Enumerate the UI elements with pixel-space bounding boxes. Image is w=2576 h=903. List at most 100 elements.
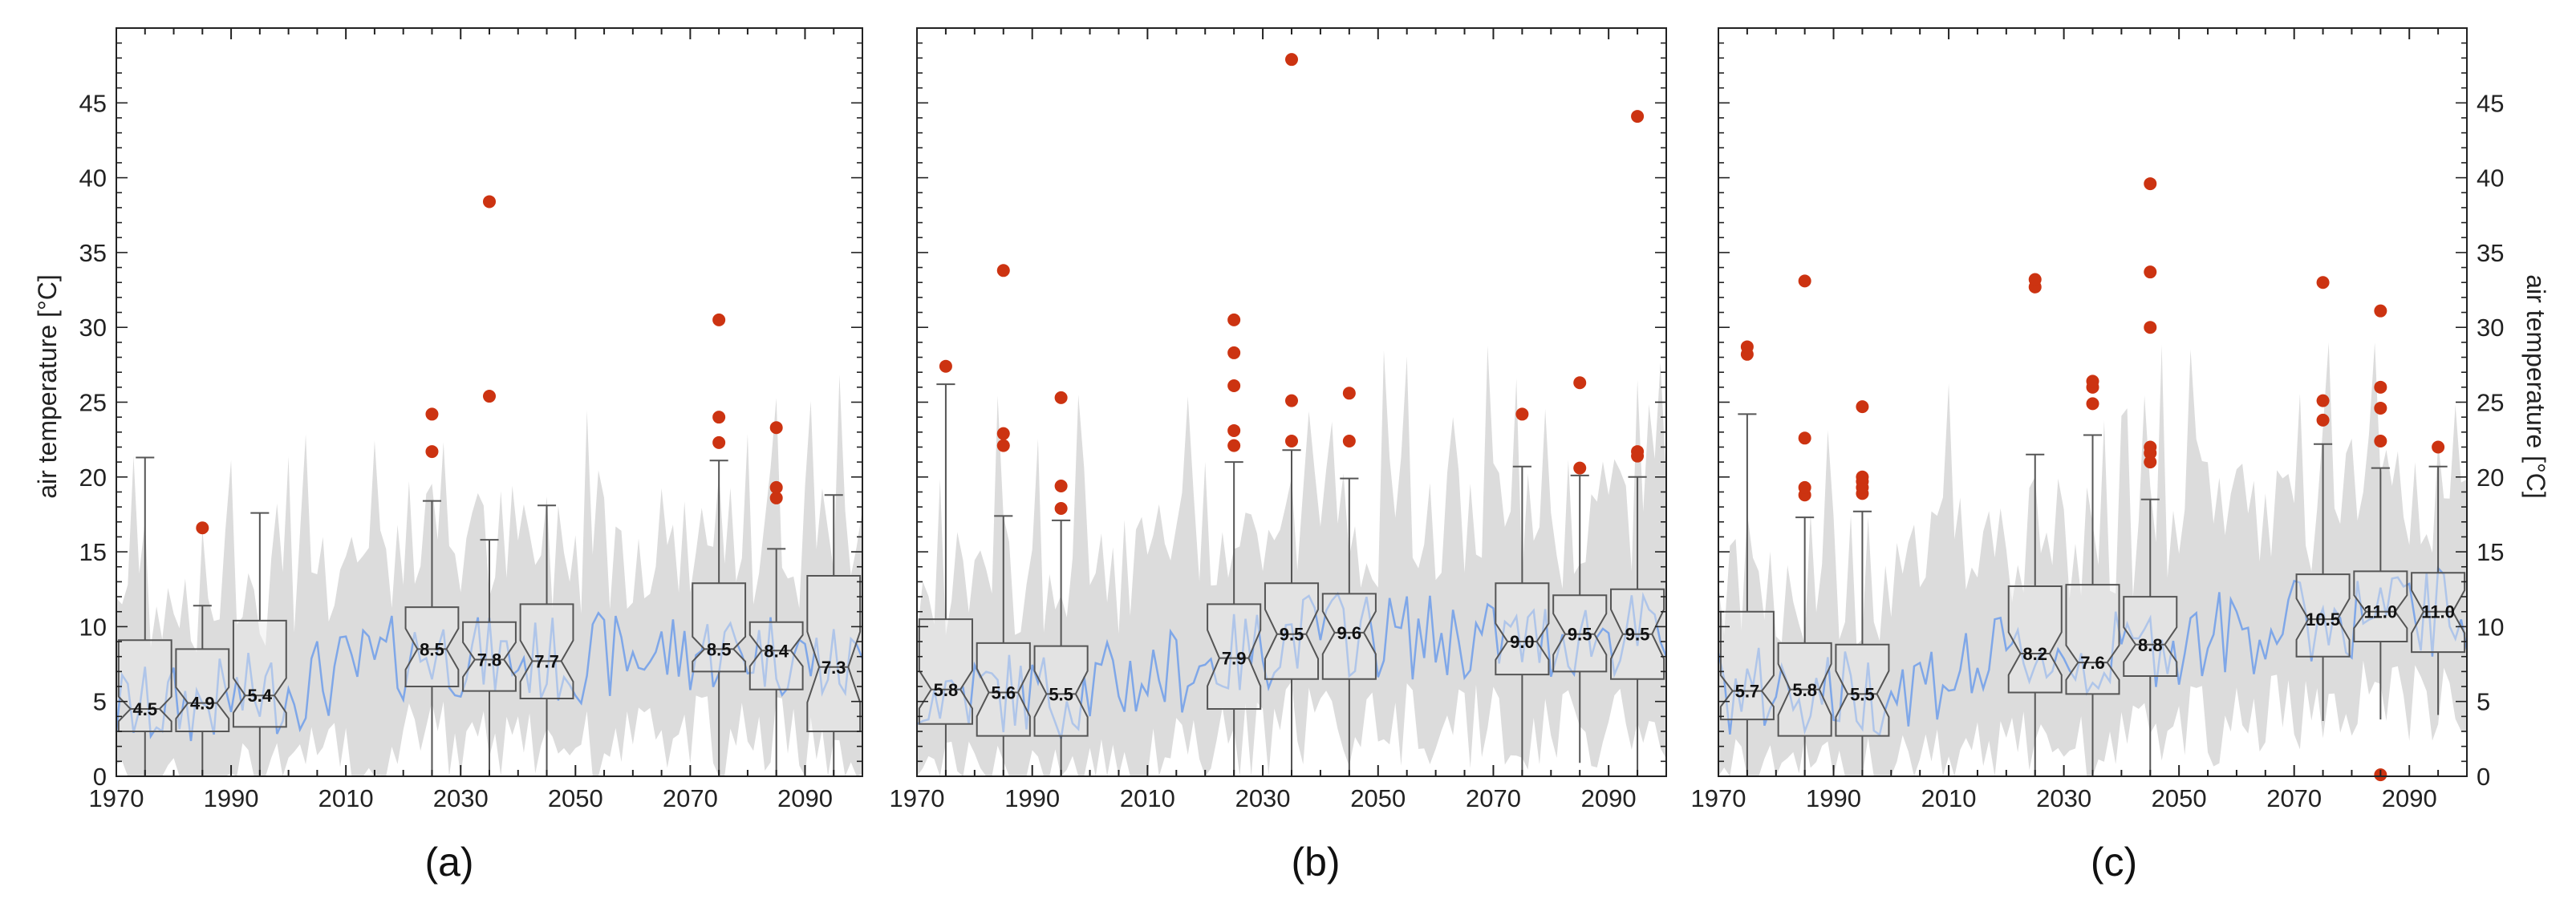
y-tick-label: 40 [2477, 164, 2504, 192]
outlier-point [1798, 480, 1811, 494]
outlier-point [425, 407, 439, 421]
x-tick-label: 1970 [890, 784, 945, 812]
outlier-point [1515, 407, 1529, 421]
y-tick-label: 20 [79, 464, 107, 492]
box-median-label: 8.8 [2138, 635, 2163, 655]
outlier-point [2374, 401, 2387, 415]
outlier-point [196, 521, 209, 535]
outlier-point [2374, 380, 2387, 394]
x-tick-label: 2070 [2266, 784, 2322, 812]
outlier-point [2086, 375, 2099, 388]
x-tick-label: 2070 [663, 784, 718, 812]
box-median-label: 9.5 [1568, 625, 1592, 645]
box-median-label: 4.9 [190, 694, 215, 714]
box-median-label: 8.5 [707, 639, 732, 659]
outlier-point [2144, 265, 2157, 279]
outlier-point [1856, 400, 1869, 414]
box-median-label: 11.0 [2364, 602, 2398, 622]
x-tick-label: 2010 [1120, 784, 1175, 812]
box [2123, 596, 2178, 677]
box [519, 603, 574, 699]
outlier-point [1285, 435, 1298, 448]
y-tick-label: 25 [2477, 389, 2504, 417]
x-tick-label: 2050 [1350, 784, 1406, 812]
outlier-point [2316, 413, 2330, 427]
box-median-label: 11.0 [2421, 602, 2455, 622]
box [1495, 582, 1550, 676]
x-tick-label: 2050 [548, 784, 603, 812]
box [2007, 585, 2063, 694]
x-tick-label: 2010 [1921, 784, 1977, 812]
y-tick-label: 35 [79, 239, 107, 267]
y-axis-label-right: air temperature [°C] [2521, 274, 2550, 499]
outlier-point [1054, 479, 1068, 492]
y-tick-label: 45 [2477, 89, 2504, 117]
outlier-point [1054, 391, 1068, 404]
outlier-point [1227, 379, 1241, 392]
series-line [916, 592, 1668, 739]
x-tick-label: 2010 [318, 784, 374, 812]
outlier-point [1631, 445, 1645, 459]
series-line [1717, 565, 2468, 737]
x-tick-label: 1990 [1004, 784, 1060, 812]
outlier-point [769, 480, 783, 494]
outlier-point [483, 195, 496, 209]
panel-b-label: (b) [1291, 840, 1340, 885]
x-tick-label: 1990 [204, 784, 259, 812]
y-tick-label: 10 [79, 613, 107, 641]
outlier-point [2374, 304, 2387, 318]
y-tick-label: 45 [79, 89, 107, 117]
box-median-label: 5.7 [1735, 682, 1760, 702]
box-median-label: 10.5 [2306, 609, 2340, 630]
box-median-label: 8.2 [2022, 644, 2047, 664]
y-tick-label: 5 [2477, 688, 2490, 716]
outlier-point [2086, 397, 2099, 411]
y-tick-label: 5 [93, 688, 107, 716]
outlier-point [712, 313, 726, 326]
outlier-point [2144, 177, 2157, 191]
box [1321, 593, 1377, 680]
box [1719, 610, 1775, 721]
outlier-point [1342, 435, 1356, 448]
y-axis-label-left: air temperature [°C] [33, 274, 62, 499]
envelope-area [116, 374, 862, 776]
outlier-point [2144, 456, 2157, 469]
box-median-label: 7.6 [2080, 653, 2105, 673]
outlier-point [2144, 440, 2157, 454]
panel-a-label: (a) [424, 840, 473, 885]
y-tick-label: 25 [79, 389, 107, 417]
y-tick-label: 40 [79, 164, 107, 192]
y-tick-label: 15 [79, 538, 107, 566]
outlier-point [1227, 439, 1241, 452]
y-tick-label: 15 [2477, 538, 2504, 566]
outlier-point [1285, 394, 1298, 407]
outlier-point [2432, 440, 2445, 454]
outlier-point [2374, 435, 2387, 448]
panel-c-label: (c) [2091, 840, 2137, 885]
x-tick-label: 2090 [1581, 784, 1637, 812]
box [2295, 573, 2351, 658]
x-tick-label: 2070 [1466, 784, 1521, 812]
outlier-point [1227, 346, 1241, 359]
box-median-label: 7.8 [477, 650, 502, 670]
outlier-point [1631, 110, 1645, 124]
x-tick-label: 2050 [2152, 784, 2207, 812]
x-tick-label: 2030 [1235, 784, 1291, 812]
box [2353, 570, 2408, 643]
outlier-point [1740, 340, 1754, 354]
box [404, 606, 460, 688]
box-median-label: 5.5 [1850, 684, 1875, 704]
box-median-label: 9.5 [1625, 625, 1650, 645]
outlier-point [1573, 461, 1587, 475]
box-median-label: 5.4 [248, 686, 273, 706]
panel-b: 5.8 5.6 5.5 7.9 9.5 9.6 9.0 9.5 9.5 1970 1990 2010 2… [890, 27, 1668, 885]
box-median-label: 5.5 [1049, 684, 1073, 704]
box [1207, 603, 1262, 711]
box-median-label: 7.9 [1222, 649, 1247, 669]
outlier-point [712, 435, 726, 449]
box-median-label: 9.0 [1510, 632, 1535, 652]
x-tick-label: 2090 [2382, 784, 2437, 812]
outlier-point [1798, 431, 1811, 445]
box [462, 621, 517, 692]
outlier-point [769, 421, 783, 435]
